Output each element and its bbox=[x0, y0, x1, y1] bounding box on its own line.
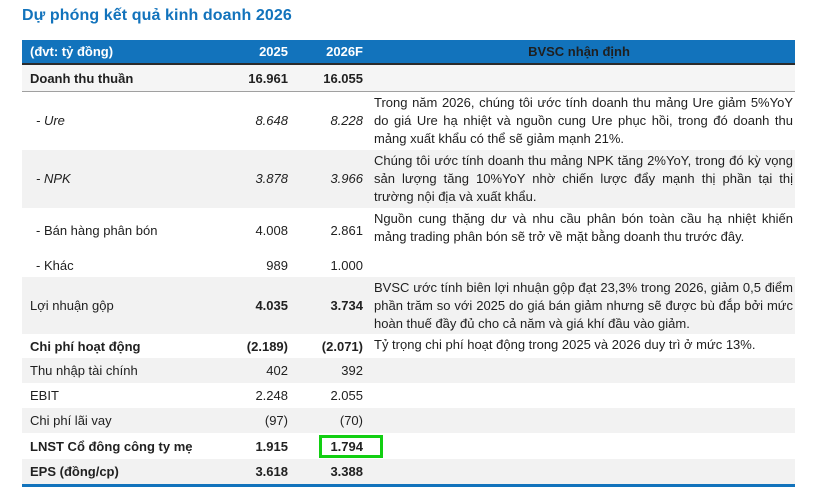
value-2025: 4.008 bbox=[255, 223, 288, 239]
table-row: - Ure 8.648 8.228 Trong năm 2026, chúng … bbox=[22, 92, 795, 150]
value-2026f: 2.055 bbox=[330, 388, 363, 404]
analyst-comment: Nguồn cung thặng dư và nhu cầu phân bón … bbox=[374, 210, 793, 244]
value-2025: 16.961 bbox=[248, 70, 288, 86]
value-2026f: (70) bbox=[339, 413, 363, 429]
value-2026f: 3.734 bbox=[330, 298, 363, 314]
analyst-comment: Tỷ trọng chi phí hoạt động trong 2025 và… bbox=[374, 337, 756, 353]
row-label: - Bán hàng phân bón bbox=[36, 223, 158, 239]
header-col-2025: 2025 bbox=[259, 44, 288, 59]
row-label: Chi phí lãi vay bbox=[30, 413, 112, 429]
value-2025: (2.189) bbox=[246, 338, 288, 354]
table-row: EBIT 2.248 2.055 bbox=[22, 383, 795, 409]
row-label: - NPK bbox=[36, 171, 71, 187]
table-row: LNST Cổ đông công ty mẹ 1.915 1.794 bbox=[22, 433, 795, 460]
row-label: EBIT bbox=[30, 388, 59, 404]
row-label: - Khác bbox=[36, 257, 74, 273]
row-label: LNST Cổ đông công ty mẹ bbox=[30, 438, 193, 454]
analyst-comment: BVSC ước tính biên lợi nhuận gộp đạt 23,… bbox=[374, 279, 793, 331]
analyst-comment bbox=[363, 358, 795, 362]
value-2026f: 392 bbox=[341, 363, 363, 379]
value-2025: (97) bbox=[264, 413, 288, 429]
analyst-comment bbox=[363, 459, 795, 463]
analyst-comment: Chúng tôi ước tính doanh thu mảng NPK tă… bbox=[374, 152, 793, 204]
value-2025: 1.915 bbox=[255, 438, 288, 454]
table-row: - Bán hàng phân bón 4.008 2.861 Nguồn cu… bbox=[22, 207, 795, 254]
value-2025: 8.648 bbox=[255, 113, 288, 129]
value-2026f: 1.794 bbox=[288, 434, 383, 458]
analyst-comment bbox=[363, 433, 795, 437]
table-row: EPS (đồng/cp) 3.618 3.388 bbox=[22, 459, 795, 485]
analyst-comment bbox=[363, 408, 795, 412]
value-2025: 402 bbox=[266, 363, 288, 379]
table-header-row: (đvt: tỷ đồng) 2025 2026F BVSC nhận định bbox=[22, 40, 795, 65]
page-title: Dự phóng kết quả kinh doanh 2026 bbox=[22, 7, 292, 24]
table-row: - Khác 989 1.000 bbox=[22, 253, 795, 277]
value-2025: 989 bbox=[266, 257, 288, 273]
value-2025: 4.035 bbox=[255, 298, 288, 314]
header-col-comment: BVSC nhận định bbox=[528, 43, 630, 59]
table-row: Thu nhập tài chính 402 392 bbox=[22, 358, 795, 384]
value-2025: 2.248 bbox=[255, 388, 288, 404]
header-unit-label: (đvt: tỷ đồng) bbox=[30, 44, 114, 59]
table-row: - NPK 3.878 3.966 Chúng tôi ước tính doa… bbox=[22, 149, 795, 208]
value-2026f: 1.000 bbox=[330, 257, 363, 273]
row-label: EPS (đồng/cp) bbox=[30, 464, 119, 480]
value-2025: 3.618 bbox=[255, 464, 288, 480]
analyst-comment bbox=[363, 254, 795, 258]
analyst-comment: Trong năm 2026, chúng tôi ước tính doanh… bbox=[374, 95, 793, 146]
value-2026f: 3.388 bbox=[330, 464, 363, 480]
report-page: Dự phóng kết quả kinh doanh 2026 (đvt: t… bbox=[22, 7, 795, 487]
table-row: Chi phí hoạt động (2.189) (2.071) Tỷ trọ… bbox=[22, 334, 795, 359]
row-label: Thu nhập tài chính bbox=[30, 363, 138, 379]
highlight-box: 1.794 bbox=[319, 434, 383, 458]
analyst-comment bbox=[363, 65, 795, 69]
analyst-comment bbox=[363, 383, 795, 387]
table-row: Lợi nhuận gộp 4.035 3.734 BVSC ước tính … bbox=[22, 276, 795, 335]
value-2025: 3.878 bbox=[255, 171, 288, 187]
row-label: Chi phí hoạt động bbox=[30, 338, 141, 354]
row-label: Doanh thu thuần bbox=[30, 70, 134, 86]
header-col-2026f: 2026F bbox=[326, 44, 363, 59]
value-2026f: 2.861 bbox=[330, 223, 363, 239]
row-label: Lợi nhuận gộp bbox=[30, 298, 114, 314]
value-2026f: 8.228 bbox=[330, 113, 363, 129]
table-row: Chi phí lãi vay (97) (70) bbox=[22, 408, 795, 434]
table-row: Doanh thu thuần 16.961 16.055 bbox=[22, 65, 795, 92]
value-2026f: 16.055 bbox=[323, 70, 363, 86]
value-2026f: (2.071) bbox=[321, 338, 363, 354]
value-2026f: 3.966 bbox=[330, 171, 363, 187]
row-label: - Ure bbox=[36, 113, 65, 129]
forecast-table: (đvt: tỷ đồng) 2025 2026F BVSC nhận định… bbox=[22, 40, 795, 487]
